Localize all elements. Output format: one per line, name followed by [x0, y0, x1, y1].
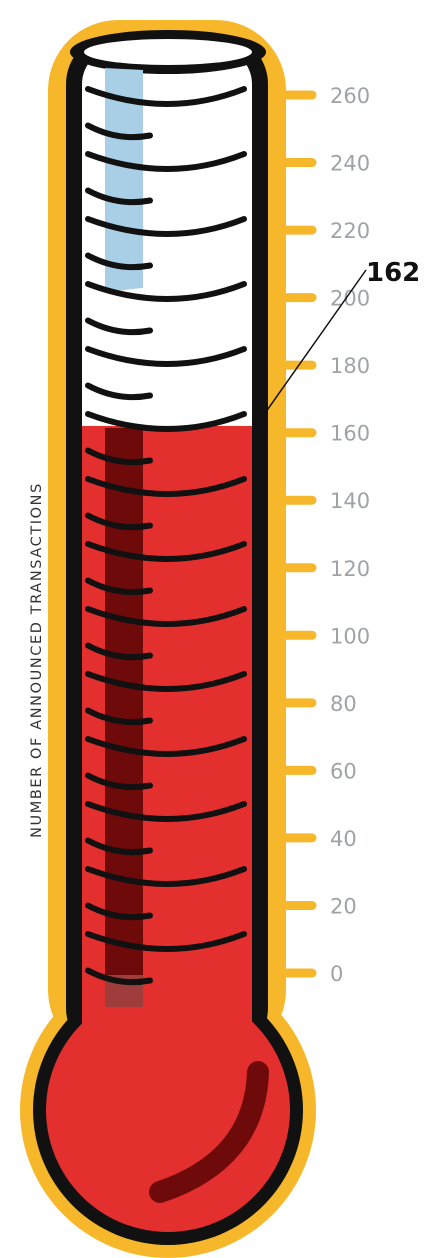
tube-ring-short: [85, 967, 153, 986]
tick-label: 260: [330, 84, 370, 108]
tube-ring: [85, 541, 247, 562]
tube-ring-short: [85, 122, 153, 141]
highlight-upper: [105, 68, 143, 292]
tube-ring: [85, 671, 247, 692]
tube-ring: [85, 606, 247, 627]
tube-rim: [70, 30, 266, 74]
tick-label: 40: [330, 827, 357, 851]
tube-ring: [85, 931, 247, 952]
rim-inner: [84, 39, 252, 65]
tube-ring-short: [85, 902, 153, 921]
tick-label: 120: [330, 557, 370, 581]
tube-ring: [85, 281, 247, 302]
y-axis-title: NUMBER OF ANNOUNCED TRANSACTIONS: [29, 482, 45, 838]
value-label: 162: [366, 258, 420, 288]
tick-label: 20: [330, 894, 357, 918]
tick-label: 160: [330, 422, 370, 446]
tube-ring-short: [85, 317, 153, 336]
tube-ring-short: [85, 837, 153, 856]
tube-ring: [85, 151, 247, 172]
tube-ring: [85, 476, 247, 497]
tube-rings: [85, 86, 247, 986]
tube-ring-short: [85, 447, 153, 466]
tube-ring-short: [85, 772, 153, 791]
tube-ring-short: [85, 187, 153, 206]
tick-label: 180: [330, 354, 370, 378]
tick-label: 140: [330, 489, 370, 513]
tube-ring: [85, 736, 247, 757]
tube-ring-short: [85, 707, 153, 726]
value-callout: 162: [255, 258, 420, 427]
bulb-reflection: [149, 1061, 269, 1203]
tube-ring: [85, 866, 247, 887]
tube-ring: [85, 346, 247, 367]
tick-label: 200: [330, 287, 370, 311]
tick-label: 240: [330, 152, 370, 176]
tube-ring-short: [85, 382, 153, 401]
tick-label: 80: [330, 692, 357, 716]
tube-ring-short: [85, 642, 153, 661]
callout-line: [255, 269, 367, 427]
tube-ring: [85, 216, 247, 237]
tube-ring-short: [85, 577, 153, 596]
tube-ring-short: [85, 512, 153, 531]
glass-highlight: [105, 68, 143, 1007]
tick-label: 60: [330, 759, 357, 783]
tick-label: 220: [330, 219, 370, 243]
tube-ring-short: [85, 252, 153, 271]
tube-ring: [85, 801, 247, 822]
y-axis-ticks: 0 20 40 60 80 100 120 140 160 180 200 220 240 260: [271, 84, 370, 986]
tick-label: 100: [330, 624, 370, 648]
tube-ring: [85, 86, 247, 107]
tick-label: 0: [330, 962, 343, 986]
tube-ring: [85, 411, 247, 432]
